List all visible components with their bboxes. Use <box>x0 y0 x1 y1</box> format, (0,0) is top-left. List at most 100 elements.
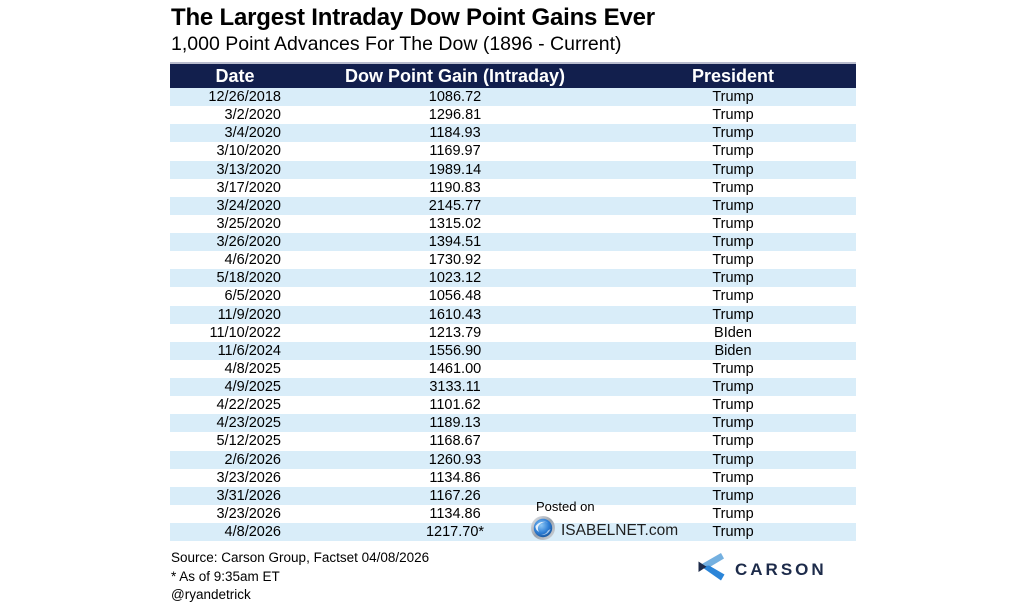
president-cell: Trump <box>712 89 754 106</box>
date-cell: 11/6/2024 <box>217 342 281 359</box>
carson-chevron-icon <box>698 553 725 586</box>
table-row: 3/25/2020 1315.02 Trump <box>170 215 856 233</box>
gain-cell: 1134.86 <box>429 469 481 486</box>
table-row: 11/10/2022 1213.79 BIden <box>170 324 856 342</box>
date-cell: 3/23/2026 <box>216 469 281 486</box>
gain-cell: 1296.81 <box>428 107 482 124</box>
dow-gains-table: Date Dow Point Gain (Intraday) President… <box>170 62 856 542</box>
president-cell: BIden <box>714 324 752 341</box>
column-header-president: President <box>691 65 775 86</box>
column-header-date: Date <box>215 65 255 86</box>
author-handle: @ryandetrick <box>171 587 251 602</box>
gain-cell: 1730.92 <box>428 252 482 269</box>
president-cell: Trump <box>712 125 754 142</box>
date-cell: 4/9/2025 <box>224 379 281 396</box>
isabelnet-site-label: ISABELNET.com <box>561 521 679 539</box>
table-row: 3/2/2020 1296.81 Trump <box>170 106 856 124</box>
table-row: 5/12/2025 1168.67 Trump <box>170 432 856 450</box>
gain-cell: 1056.48 <box>428 288 482 305</box>
gain-cell: 1213.79 <box>428 324 482 341</box>
table-row: 2/6/2026 1260.93 Trump <box>170 450 856 469</box>
page-subtitle: 1,000 Point Advances For The Dow (1896 -… <box>171 33 622 55</box>
carson-logo: CARSON <box>698 553 827 586</box>
president-cell: Trump <box>712 379 754 396</box>
table-row: 6/5/2020 1056.48 Trump <box>170 287 856 305</box>
gain-cell: 1168.67 <box>429 433 481 450</box>
date-cell: 4/22/2025 <box>216 397 281 414</box>
date-cell: 4/8/2025 <box>224 360 281 377</box>
gain-cell: 1610.43 <box>428 306 482 323</box>
president-cell: Trump <box>712 179 754 196</box>
date-cell: 3/17/2020 <box>216 179 281 196</box>
president-cell: Trump <box>712 288 754 305</box>
date-cell: 3/10/2020 <box>216 143 281 160</box>
table-row: 5/18/2020 1023.12 Trump <box>170 269 856 288</box>
date-cell: 4/23/2025 <box>216 415 281 432</box>
date-cell: 3/4/2020 <box>224 125 281 142</box>
gain-cell: 1217.70* <box>425 524 485 541</box>
president-cell: Trump <box>712 433 754 450</box>
table-row: 4/9/2025 3133.11 Trump <box>170 378 856 397</box>
date-cell: 3/25/2020 <box>216 215 281 232</box>
table-row: 11/9/2020 1610.43 Trump <box>170 305 856 324</box>
president-cell: Trump <box>712 505 754 522</box>
date-cell: 4/8/2026 <box>224 524 281 541</box>
date-cell: 3/2/2020 <box>224 107 281 124</box>
gain-cell: 1134.86 <box>429 505 481 522</box>
president-cell: Biden <box>714 342 752 359</box>
gain-cell: 1167.26 <box>429 487 481 504</box>
president-cell: Trump <box>712 270 754 287</box>
table-row: 4/6/2020 1730.92 Trump <box>170 251 856 269</box>
table-row: 3/13/2020 1989.14 Trump <box>170 160 856 179</box>
gain-cell: 1556.90 <box>428 342 482 359</box>
date-cell: 5/18/2020 <box>216 270 281 287</box>
president-cell: Trump <box>712 197 754 214</box>
gain-cell: 1989.14 <box>428 161 482 178</box>
president-cell: Trump <box>712 306 754 323</box>
watermark: Posted on <box>531 499 679 546</box>
president-cell: Trump <box>712 451 754 468</box>
president-cell: Trump <box>712 415 754 432</box>
gain-cell: 1086.72 <box>428 89 482 106</box>
gain-cell: 1461.00 <box>428 360 482 377</box>
date-cell: 3/31/2026 <box>216 487 281 504</box>
table-row: 4/22/2025 1101.62 Trump <box>170 396 856 414</box>
table-row: 11/6/2024 1556.90 Biden <box>170 341 856 360</box>
column-header-gain: Dow Point Gain (Intraday) <box>344 65 565 86</box>
table-row: 4/23/2025 1189.13 Trump <box>170 414 856 433</box>
president-cell: Trump <box>712 107 754 124</box>
table-row: 3/23/2026 1134.86 Trump <box>170 469 856 487</box>
date-cell: 3/23/2026 <box>216 505 281 522</box>
president-cell: Trump <box>712 360 754 377</box>
asof-note: * As of 9:35am ET <box>171 568 280 584</box>
table-row: 3/26/2020 1394.51 Trump <box>170 233 856 252</box>
gain-cell: 2145.77 <box>428 197 482 214</box>
president-cell: Trump <box>712 143 754 160</box>
table-row: 3/23/2026 1134.86 Trump <box>170 505 856 523</box>
gain-cell: 1394.51 <box>428 234 482 251</box>
date-cell: 11/9/2020 <box>217 306 281 323</box>
date-cell: 3/24/2020 <box>216 197 281 214</box>
footer: Source: Carson Group, Factset 04/08/2026… <box>171 549 429 605</box>
gain-cell: 1260.93 <box>428 451 482 468</box>
president-cell: Trump <box>712 161 754 178</box>
date-cell: 12/26/2018 <box>208 89 281 106</box>
gain-cell: 1189.13 <box>429 415 481 432</box>
table-row: 4/8/2026 1217.70* Trump <box>170 523 856 542</box>
source-note: Source: Carson Group, Factset 04/08/2026 <box>171 550 430 565</box>
date-cell: 11/10/2022 <box>209 324 282 341</box>
table-body: 12/26/2018 1086.72 Trump 3/2/2020 1296.8… <box>170 88 856 542</box>
date-cell: 5/12/2025 <box>216 433 281 450</box>
date-cell: 6/5/2020 <box>224 288 281 305</box>
president-cell: Trump <box>712 469 754 486</box>
posted-on-label: Posted on <box>536 499 595 514</box>
president-cell: Trump <box>712 252 754 269</box>
president-cell: Trump <box>712 397 754 414</box>
president-cell: Trump <box>712 234 754 251</box>
table-row: 3/4/2020 1184.93 Trump <box>170 124 856 143</box>
gain-cell: 1023.12 <box>428 270 482 287</box>
gain-cell: 1190.83 <box>429 179 481 196</box>
date-cell: 4/6/2020 <box>224 252 281 269</box>
date-cell: 3/26/2020 <box>216 234 281 251</box>
table-row: 3/31/2026 1167.26 Trump <box>170 486 856 505</box>
